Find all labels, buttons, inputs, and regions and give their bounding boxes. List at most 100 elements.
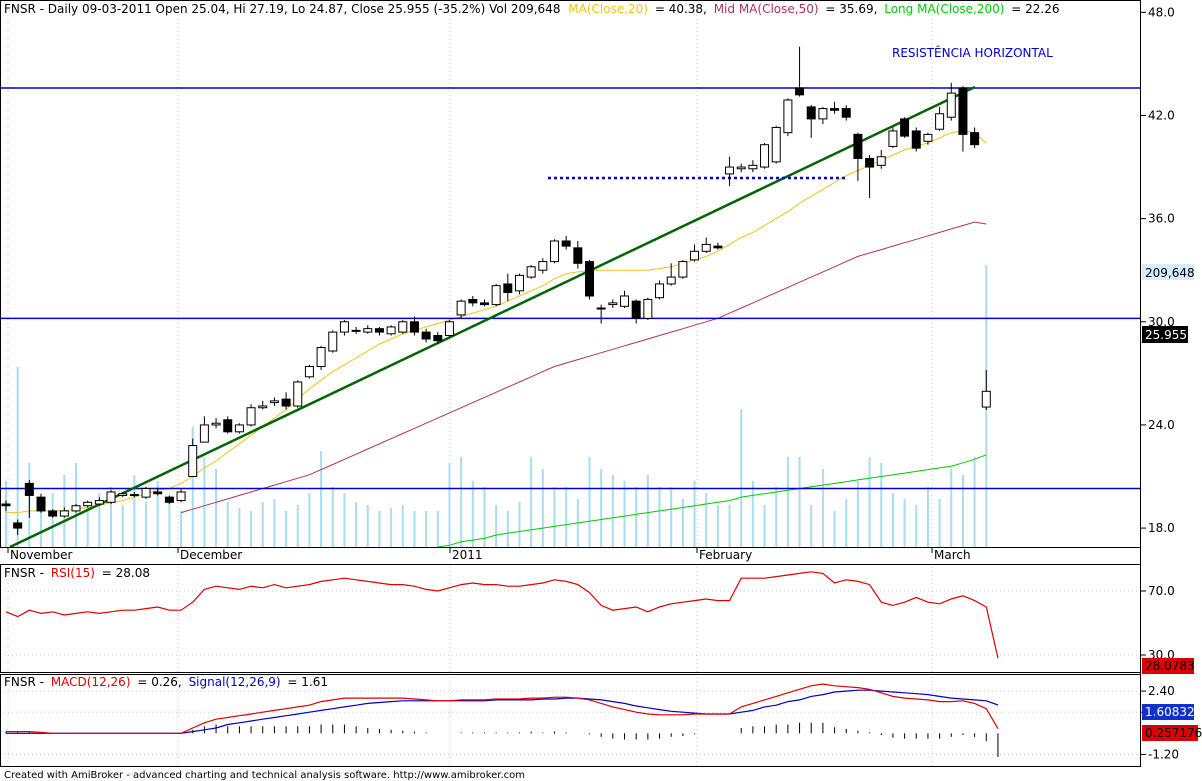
macd-value-label: 0.257176 (1145, 726, 1202, 740)
candle-body (246, 407, 256, 426)
header-ma50-value: = 35.69, (825, 2, 877, 16)
macd-header-macd-value: = 0.26, (137, 675, 181, 689)
macd-header: FNSR - MACD(12,26) = 0.26, Signal(12,26,… (4, 675, 328, 689)
ma200-line (437, 454, 987, 548)
header-ma20: MA(Close,20) (568, 2, 648, 16)
last-price-box: 25.955 (1142, 326, 1188, 343)
macd-header-macd: MACD(12,26) (51, 675, 131, 689)
signal-value-bg (1142, 704, 1194, 720)
candle-body (946, 92, 956, 118)
candle-body (865, 157, 875, 168)
candle-body (491, 285, 501, 306)
candlesticks (1, 46, 991, 535)
horizontal-levels (0, 87, 1140, 490)
candle-body (234, 424, 244, 433)
candle-body (748, 164, 758, 170)
candle-body (818, 108, 828, 120)
macd-line (6, 683, 999, 734)
date-tick-label: March (934, 548, 971, 562)
candle-body (538, 261, 548, 271)
candle-body (456, 300, 466, 316)
candle-body (129, 494, 139, 497)
volume-label: 209,648 (1145, 266, 1195, 280)
candle-body (36, 496, 46, 512)
candle-body (59, 510, 69, 517)
rsi-grid (0, 567, 1140, 672)
candle-body (48, 510, 58, 517)
candle-body (421, 331, 431, 340)
candle-body (94, 500, 104, 505)
rsi-tick-label: 70.0 (1148, 584, 1175, 598)
candle-body (935, 113, 945, 130)
candle-body (760, 144, 770, 168)
candle-body (304, 365, 314, 378)
rsi-header: FNSR - RSI(15) = 28.08 (4, 566, 150, 580)
signal-value-label: 1.60832 (1145, 705, 1195, 719)
price-axis: 48.0 42.0 36.0 30.0 24.0 18.0 (1141, 5, 1175, 535)
candle-body (223, 419, 233, 433)
candle-body (293, 381, 303, 407)
candle-body (666, 276, 676, 285)
macd-tick-label: 2.40 (1148, 684, 1175, 698)
candle-body (608, 302, 618, 306)
candle-body (701, 243, 711, 252)
candle-body (911, 130, 921, 149)
candle-body (853, 133, 863, 159)
date-tick-label: February (699, 548, 752, 562)
price-header: FNSR - Daily 09-03-2011 Open 25.04, Hi 2… (4, 2, 1059, 16)
macd-histogram (5, 722, 999, 758)
candle-body (13, 522, 23, 529)
date-axis: November December 2011 February March (7, 547, 971, 562)
candle-body (655, 283, 665, 299)
candle-body (585, 261, 594, 297)
candle-body (795, 87, 805, 96)
candle-body (164, 496, 174, 503)
macd-header-prefix: FNSR - (4, 675, 44, 689)
macd-tick-label: -1.20 (1148, 747, 1179, 761)
price-tick-label: 36.0 (1148, 212, 1175, 226)
candle-body (900, 118, 910, 137)
header-ma20-value: = 40.38, (655, 2, 707, 16)
last-price-bg (1142, 326, 1188, 343)
candle-body (549, 240, 559, 263)
rsi-panel: FNSR - RSI(15) = 28.08 70.030.0 28.0783 (0, 566, 1195, 674)
rsi-line (5, 571, 999, 659)
candle-body (876, 156, 886, 166)
date-tick-label: 2011 (452, 548, 483, 562)
candle-body (736, 166, 746, 170)
candle-body (281, 398, 291, 407)
candle-body (479, 302, 489, 306)
price-tick-label: 18.0 (1148, 521, 1175, 535)
rsi-header-label: RSI(15) (51, 566, 95, 580)
candle-body (141, 488, 151, 498)
macd-header-signal-value: = 1.61 (287, 675, 328, 689)
date-tick-label: November (10, 548, 72, 562)
trendline (9, 85, 976, 549)
price-tick-label: 48.0 (1148, 5, 1175, 19)
candle-body (1, 503, 11, 507)
candle-body (83, 501, 93, 507)
candle-body (725, 166, 735, 175)
candle-body (211, 422, 221, 426)
panel-frames (0, 0, 1141, 767)
candle-body (690, 250, 700, 261)
candle-body (398, 321, 408, 333)
candle-body (841, 108, 851, 118)
header-ticker: FNSR - Daily 09-03-2011 Open 25.04, Hi 2… (4, 2, 560, 16)
ma50-line (180, 221, 987, 514)
header-ma200-value: = 22.26 (1011, 2, 1059, 16)
candle-body (643, 298, 653, 319)
candle-body (678, 261, 688, 278)
candle-body (783, 99, 793, 134)
candle-body (713, 245, 723, 249)
candle-body (561, 240, 571, 247)
candle-body (631, 300, 641, 319)
candle-body (620, 295, 630, 307)
header-ma200: Long MA(Close,200) (884, 2, 1004, 16)
macd-value-bg (1142, 725, 1198, 741)
candle-body (981, 390, 991, 408)
candle-body (923, 133, 933, 142)
candle-body (573, 247, 583, 264)
date-tick-label: December (180, 548, 242, 562)
